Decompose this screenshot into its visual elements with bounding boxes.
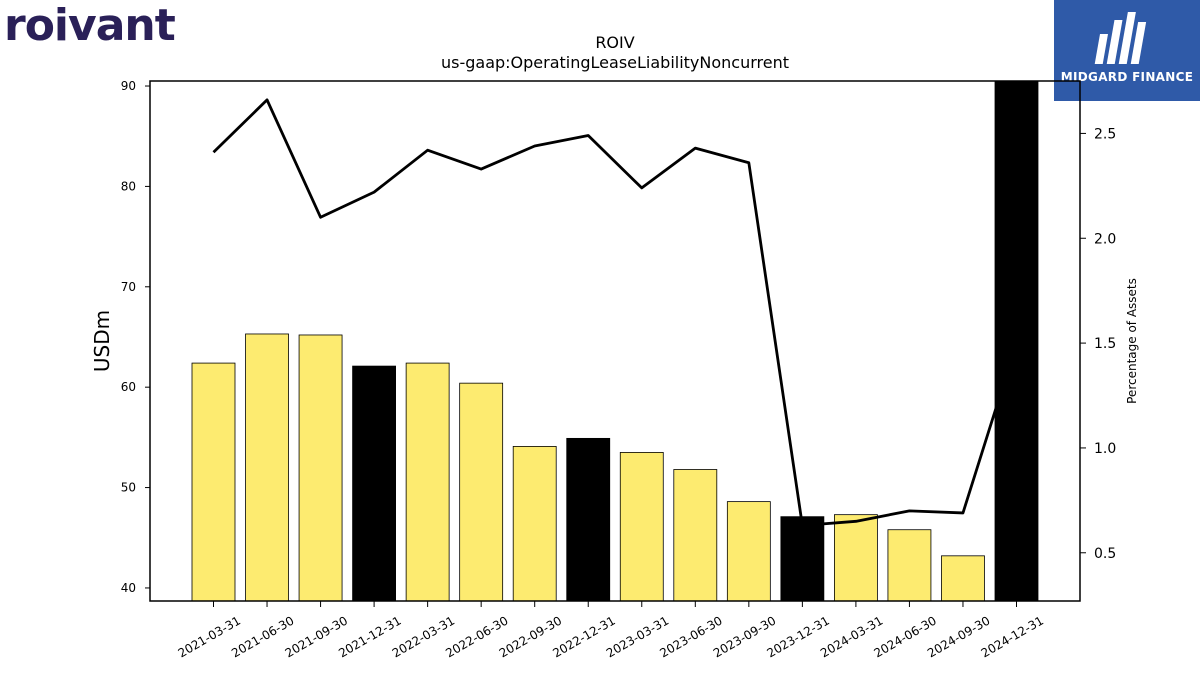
y-axis-right: 0.5 1.0 1.5 2.0 2.5 bbox=[1080, 126, 1116, 562]
bar bbox=[994, 80, 1039, 602]
bar bbox=[405, 362, 450, 602]
chart-subtitle: us-gaap:OperatingLeaseLiabilityNoncurren… bbox=[441, 53, 789, 72]
y-tick-label: 60 bbox=[121, 380, 136, 394]
line-series bbox=[212, 98, 1018, 527]
y2-axis-label: Percentage of Assets bbox=[1125, 278, 1139, 404]
bar bbox=[191, 362, 236, 602]
y2-tick-label: 1.0 bbox=[1094, 441, 1116, 457]
bar bbox=[245, 333, 289, 602]
bar bbox=[941, 555, 985, 602]
midgard-emblem-icon bbox=[1094, 12, 1147, 64]
bar bbox=[673, 469, 718, 602]
y-axis-label: USDm bbox=[90, 310, 114, 372]
y-tick-label: 90 bbox=[121, 79, 136, 93]
y2-tick-label: 2.5 bbox=[1094, 126, 1116, 142]
y-tick-label: 80 bbox=[121, 179, 136, 193]
midgard-finance-logo: MIDGARD FINANCE bbox=[1054, 0, 1200, 101]
y-tick-label: 70 bbox=[121, 280, 136, 294]
y2-tick-label: 2.0 bbox=[1094, 231, 1116, 247]
plot-frame bbox=[149, 80, 1081, 602]
roivant-logo: roivant bbox=[4, 0, 176, 51]
bar bbox=[298, 334, 343, 602]
series-line bbox=[212, 98, 1018, 527]
y-tick-label: 40 bbox=[121, 581, 136, 595]
bar-series bbox=[191, 80, 1039, 602]
midgard-brand-text: MIDGARD FINANCE bbox=[1060, 70, 1194, 84]
bar bbox=[887, 529, 932, 602]
y-tick-label: 50 bbox=[121, 481, 136, 495]
bar bbox=[352, 365, 397, 602]
bar bbox=[512, 446, 557, 602]
y-axis-left: 40 50 60 70 80 90 bbox=[121, 79, 150, 595]
bar bbox=[459, 382, 504, 602]
bar bbox=[834, 514, 878, 602]
x-axis: 2021-03-312021-06-302021-09-302021-12-31… bbox=[176, 601, 1046, 660]
bar bbox=[780, 516, 825, 602]
bar bbox=[619, 452, 664, 602]
y2-tick-label: 1.5 bbox=[1094, 336, 1116, 352]
bar bbox=[566, 437, 611, 602]
y2-tick-label: 0.5 bbox=[1094, 546, 1116, 562]
bar bbox=[726, 501, 771, 602]
chart-title: ROIV bbox=[595, 33, 634, 52]
